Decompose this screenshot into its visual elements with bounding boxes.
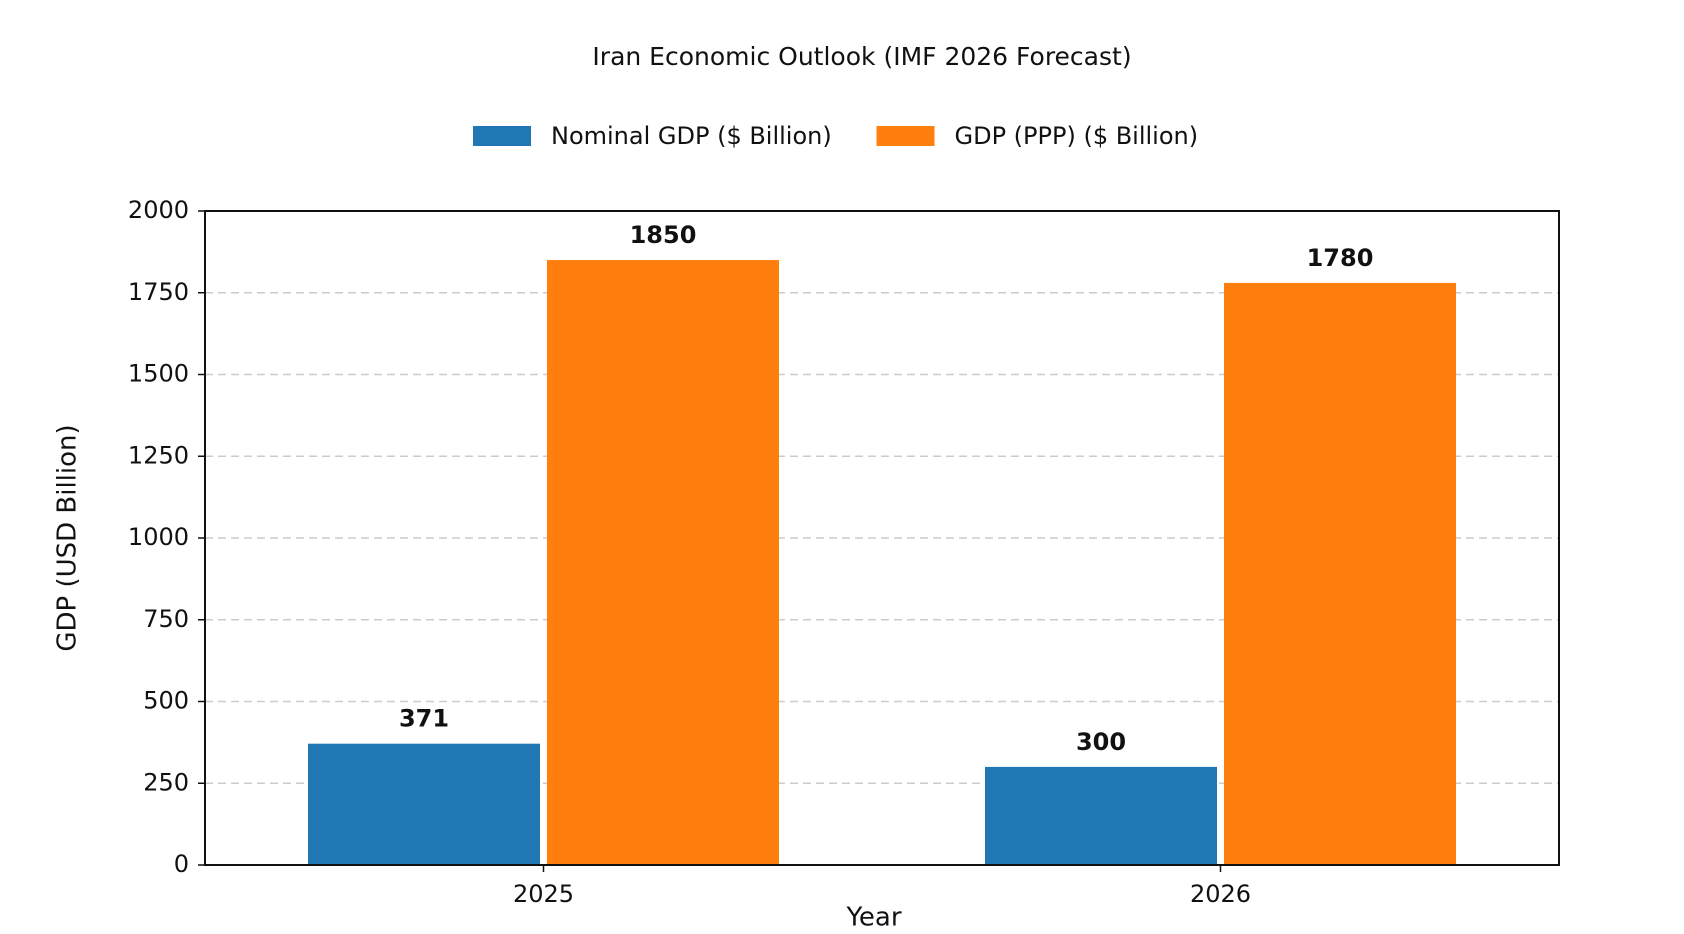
legend-swatch: [876, 126, 935, 146]
value-label: 300: [1076, 728, 1126, 756]
value-label: 371: [399, 705, 449, 733]
y-tick-label: 750: [143, 605, 189, 633]
bar: [308, 743, 540, 865]
y-tick-label: 250: [143, 768, 189, 796]
y-tick-label: 1750: [128, 278, 189, 306]
y-tick-label: 500: [143, 687, 189, 715]
y-tick-label: 2000: [128, 196, 189, 224]
y-tick-label: 1000: [128, 523, 189, 551]
chart-title: Iran Economic Outlook (IMF 2026 Forecast…: [592, 42, 1131, 71]
bar: [547, 260, 779, 865]
value-label: 1850: [630, 221, 697, 249]
value-label: 1780: [1307, 244, 1374, 272]
y-tick-label: 0: [174, 850, 189, 878]
y-tick-label: 1250: [128, 441, 189, 469]
x-tick-label: 2026: [1190, 880, 1251, 908]
legend-label: Nominal GDP ($ Billion): [551, 122, 832, 150]
y-tick-label: 1500: [128, 360, 189, 388]
x-tick-label: 2025: [513, 880, 574, 908]
x-axis-label: Year: [845, 903, 901, 933]
bar: [985, 766, 1217, 865]
legend-label: GDP (PPP) ($ Billion): [955, 122, 1199, 150]
y-axis-label: GDP (USD Billion): [53, 424, 83, 651]
plot-frame: [204, 210, 1560, 866]
bar: [1224, 282, 1456, 865]
legend-swatch: [473, 126, 531, 146]
